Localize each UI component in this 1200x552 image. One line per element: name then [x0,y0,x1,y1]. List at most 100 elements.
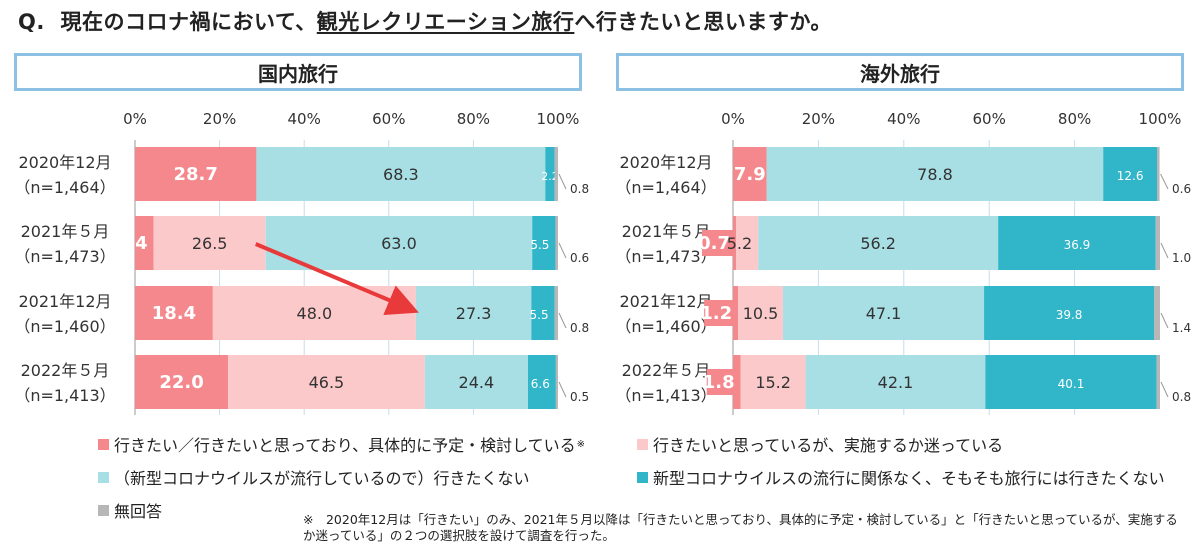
bar-value-label: 18.4 [152,303,196,324]
bar-segment-no-answer [554,147,558,201]
legend-label-no-because-covid: （新型コロナウイルスが流行しているので）行きたくない [114,469,530,488]
bar-value-label: 48.0 [297,304,333,323]
bar-value-label: 26.5 [192,234,228,253]
bar-segment-want-plan [733,216,736,270]
bar-value-label: 24.4 [459,373,495,392]
question-text-before: 現在のコロナ禍において、 [60,10,317,34]
domestic-panel-title: 国内旅行 [14,53,582,91]
bar-value-label: 22.0 [159,372,203,393]
bar-value-label: 1.2 [700,303,732,324]
leader-line [1160,381,1169,398]
category-label-date: 2021年５月 [622,222,711,241]
bar-segment-no-answer [555,216,558,270]
x-tick-label: 60% [973,110,1006,128]
category-label-n: （n=1,460） [14,317,115,336]
bar-value-label: 5.5 [530,308,549,322]
leader-line [558,381,567,398]
bar-segment-no-answer [1154,286,1160,340]
legend-swatch-no-answer [98,504,109,516]
x-tick-label: 40% [887,110,920,128]
bar-value-label: 28.7 [173,164,217,185]
category-label-date: 2022年５月 [622,361,711,380]
question-text-underlined: 観光レクリエーション旅行 [316,10,575,34]
bar-segment-no-answer [555,355,558,409]
bar-value-label: 68.3 [383,165,419,184]
category-label-n: （n=1,464） [14,178,115,197]
bar-segment-no-because-covid [805,355,986,409]
bar-segment-no-regardless [532,216,556,270]
small-label-background [706,369,739,395]
bar-value-label: 40.1 [1058,377,1085,391]
bar-value-label: 0.8 [1172,390,1191,404]
legend-item-want-unsure: 行きたいと思っているが、実施するか迷っている [637,432,1003,456]
legend-label-no-regardless: 新型コロナウイルスの流行に関係なく、そもそも旅行には行きたくない [653,469,1165,488]
bar-value-label: 5.2 [727,234,752,253]
x-tick-label: 80% [457,110,490,128]
bar-segment-no-regardless [545,147,555,201]
bar-value-label: 42.1 [878,373,914,392]
small-label-background [701,230,734,256]
bar-segment-no-because-covid [766,147,1104,201]
bar-value-label: 1.0 [1172,251,1191,265]
x-tick-label: 100% [1139,110,1182,128]
bar-value-label: 39.8 [1056,308,1083,322]
bar-value-label: 63.0 [381,234,417,253]
bar-value-label: 5.5 [530,238,549,252]
legend-label-want-plan: 行きたい／行きたいと思っており、具体的に予定・検討している [114,436,576,455]
bar-value-label: 0.8 [570,321,589,335]
x-tick-label: 0% [123,110,147,128]
chart-domestic: 0% 20% 40% 60% 80% 100% 2020年12月 （n=1,464） 28.7 6… [14,110,589,415]
footnote: ※ 2020年12月は「行きたい」のみ、2021年５月以降は「行きたいと思ってお… [303,512,1178,543]
bar-segment-want-unsure [740,355,806,409]
category-label-n: （n=1,464） [615,178,716,197]
question-prefix: Q. [18,10,45,34]
bar-segment-want-unsure [738,286,783,340]
bar-segment-want-plan [135,147,257,201]
legend-swatch-no-because-covid [98,471,109,483]
bar-segment-want-plan [135,286,213,340]
bar-segment-no-regardless [984,286,1155,340]
bar-value-label: 0.6 [1172,182,1191,196]
bar-value-label: 46.5 [309,373,345,392]
x-tick-label: 20% [203,110,236,128]
overseas-panel-title: 海外旅行 [616,53,1184,91]
bar-value-label: 36.9 [1064,238,1091,252]
bar-value-label: 0.8 [570,182,589,196]
category-label-date: 2022年５月 [21,361,110,380]
legend-swatch-want-unsure [637,438,648,450]
question-title: Q. 現在のコロナ禍において、観光レクリエーション旅行へ行きたいと思いますか。 [18,6,832,36]
category-label-n: （n=1,413） [615,386,716,405]
bar-value-label: 15.2 [755,373,791,392]
bar-value-label: 56.2 [860,234,896,253]
bar-value-label: 12.6 [1117,169,1144,183]
bar-segment-want-plan [135,216,154,270]
legend-swatch-no-regardless [637,471,648,483]
bar-segment-no-regardless [531,286,555,340]
category-label-n: （n=1,460） [615,317,716,336]
bar-segment-no-answer [1155,216,1160,270]
leader-line [558,173,567,190]
bar-value-label: 0.7 [698,233,730,254]
legend-item-no-because-covid: （新型コロナウイルスが流行しているので）行きたくない [98,465,530,489]
bar-value-label: 27.3 [456,304,492,323]
bar-value-label: 7.9 [734,164,766,185]
bar-value-label: 78.8 [917,165,953,184]
bar-segment-no-because-covid [424,355,528,409]
bar-value-label: 4.4 [116,233,148,254]
bar-segment-want-unsure [153,216,266,270]
leader-line [1160,173,1169,190]
bar-value-label: 0.5 [570,390,589,404]
bar-segment-no-regardless [527,355,556,409]
bar-segment-want-unsure [735,216,759,270]
bar-value-label: 0.6 [570,251,589,265]
bar-segment-no-because-covid [265,216,533,270]
category-label-date: 2021年５月 [21,222,110,241]
bar-value-label: 10.5 [743,304,779,323]
legend-label-no-answer: 無回答 [114,502,163,521]
x-tick-label: 0% [721,110,745,128]
category-label-n: （n=1,473） [615,247,716,266]
bar-segment-no-because-covid [415,286,532,340]
leader-line [558,312,567,329]
bar-segment-no-answer [1157,147,1160,201]
